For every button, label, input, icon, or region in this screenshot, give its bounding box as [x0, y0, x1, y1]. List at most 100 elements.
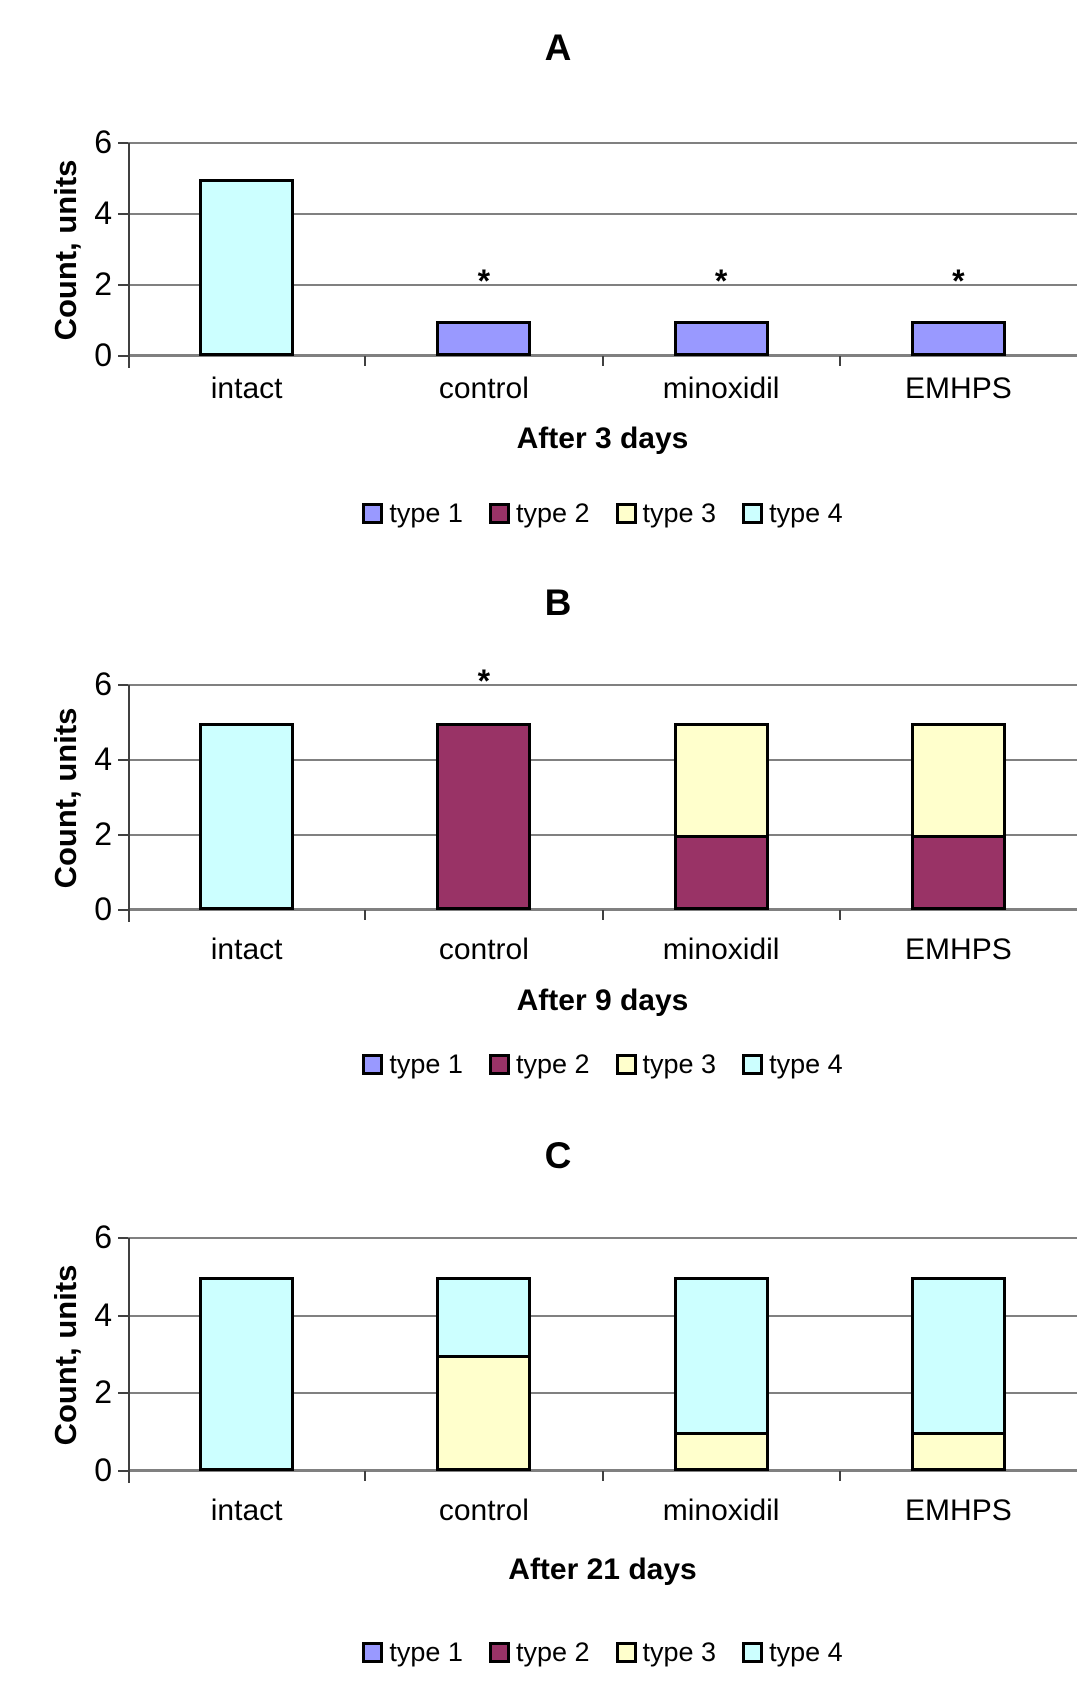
- legend-label-type-4: type 4: [769, 498, 843, 529]
- x-category-label-minoxidil: minoxidil: [662, 933, 780, 966]
- y-axis-tick-4: [118, 1314, 128, 1317]
- x-category-label-minoxidil: minoxidil: [662, 1494, 780, 1527]
- x-category-label-control: control: [438, 1494, 529, 1527]
- panel-b-title: B: [544, 582, 572, 623]
- x-category-label-control: control: [438, 933, 529, 966]
- y-tick-label-6: 6: [94, 666, 112, 702]
- legend-swatch-type-1: [362, 1642, 384, 1664]
- x-category-label-EMHPS: EMHPS: [905, 372, 1012, 405]
- gridline-y-2: [128, 1392, 1077, 1395]
- bar-EMHPS-type-1: [910, 320, 1006, 356]
- panel-b-y-axis-label: Count, units: [48, 707, 83, 888]
- legend-item-type-1: type 1: [362, 1049, 463, 1080]
- legend-swatch-type-1: [362, 503, 384, 525]
- y-axis-tick-4: [118, 759, 128, 761]
- x-category-label-minoxidil: minoxidil: [662, 372, 780, 405]
- legend-swatch-type-4: [742, 503, 764, 525]
- x-category-label-intact: intact: [210, 372, 283, 405]
- bar-intact-type-4: [199, 1276, 295, 1471]
- x-axis-tick: [364, 910, 367, 920]
- legend-label-type-2: type 2: [515, 1049, 590, 1080]
- panel-a-legend: type 1 type 2 type 3 type 4: [128, 497, 1077, 529]
- bar-EMHPS-type-4: [910, 1276, 1006, 1436]
- legend-label-type-3: type 3: [642, 1049, 717, 1080]
- y-tick-label-0: 0: [94, 1452, 112, 1488]
- y-tick-label-4: 4: [94, 1296, 112, 1333]
- panel-b-x-axis-label: After 9 days: [516, 984, 689, 1017]
- bar-minoxidil-type-3: [673, 1432, 769, 1471]
- x-axis-tick: [838, 356, 841, 366]
- bar-control-type-4: [436, 1276, 532, 1358]
- x-axis-tick: [364, 356, 367, 366]
- bar-minoxidil-type-1: [673, 320, 769, 356]
- y-tick-label-6: 6: [94, 124, 112, 160]
- panel-c-plot-area: [118, 1237, 1077, 1483]
- legend-swatch-type-2: [488, 503, 510, 525]
- bar-intact-type-4: [199, 722, 295, 910]
- gridline-y-4: [128, 759, 1077, 761]
- legend-swatch-type-1: [362, 1054, 384, 1076]
- panel-a-plot-area: * * *: [118, 142, 1077, 368]
- gridline-y-4: [128, 1314, 1077, 1317]
- y-tick-label-4: 4: [94, 195, 112, 231]
- significance-asterisk-control: *: [477, 263, 491, 299]
- panel-a-y-axis-label: Count, units: [48, 159, 83, 340]
- x-category-label-intact: intact: [210, 933, 283, 966]
- panel-c-legend: type 1 type 2 type 3 type 4: [128, 1636, 1077, 1668]
- y-axis-tick-6: [118, 1237, 128, 1239]
- y-tick-label-4: 4: [94, 741, 112, 777]
- legend-swatch-type-4: [742, 1054, 764, 1076]
- legend-item-type-4: type 4: [742, 1637, 843, 1668]
- x-axis-line: [128, 908, 1077, 911]
- panel-b-plot-area: *: [118, 665, 1077, 922]
- gridline-y-6: [128, 684, 1077, 686]
- legend-swatch-type-2: [488, 1642, 510, 1664]
- x-axis-tick: [838, 1471, 841, 1481]
- bar-control-type-2: [436, 722, 532, 910]
- x-category-label-control: control: [438, 372, 529, 405]
- y-axis-tick-4: [118, 213, 128, 215]
- legend-item-type-2: type 2: [488, 1049, 590, 1080]
- bar-minoxidil-type-4: [673, 1276, 769, 1436]
- bar-EMHPS-type-3: [910, 722, 1006, 838]
- legend-label-type-3: type 3: [642, 1637, 717, 1668]
- y-tick-label-2: 2: [94, 266, 112, 302]
- x-axis-tick: [601, 1471, 604, 1481]
- y-axis-tick-6: [118, 684, 128, 686]
- x-axis-tick: [364, 1471, 367, 1481]
- x-category-label-EMHPS: EMHPS: [905, 933, 1012, 966]
- y-axis-line: [128, 685, 130, 922]
- y-tick-label-2: 2: [94, 816, 112, 852]
- panel-a-title: A: [544, 27, 572, 68]
- gridline-y-6: [128, 1237, 1077, 1239]
- legend-label-type-4: type 4: [769, 1637, 843, 1668]
- panel-c-y-axis-label: Count, units: [48, 1264, 83, 1445]
- significance-asterisk-control: *: [477, 663, 491, 699]
- legend-label-type-2: type 2: [515, 1637, 590, 1668]
- legend-label-type-2: type 2: [515, 498, 590, 529]
- y-axis-line: [128, 143, 130, 368]
- legend-label-type-1: type 1: [389, 1637, 463, 1668]
- legend-label-type-1: type 1: [389, 498, 463, 529]
- legend-swatch-type-2: [488, 1054, 510, 1076]
- legend-item-type-4: type 4: [742, 1049, 843, 1080]
- x-axis-tick: [601, 910, 604, 920]
- panel-b-legend: type 1 type 2 type 3 type 4: [128, 1048, 1077, 1080]
- panel-c-x-axis-label: After 21 days: [508, 1553, 697, 1586]
- bar-control-type-3: [436, 1354, 532, 1471]
- y-tick-label-0: 0: [94, 337, 112, 373]
- panel-c-title: C: [544, 1135, 572, 1176]
- x-category-label-EMHPS: EMHPS: [905, 1494, 1012, 1527]
- y-axis-tick-2: [118, 1392, 128, 1395]
- legend-item-type-2: type 2: [488, 1637, 590, 1668]
- legend-item-type-2: type 2: [488, 498, 590, 529]
- x-category-label-intact: intact: [210, 1494, 283, 1527]
- gridline-y-4: [128, 213, 1077, 215]
- legend-item-type-1: type 1: [362, 498, 463, 529]
- y-tick-label-0: 0: [94, 891, 112, 927]
- y-axis-tick-6: [118, 142, 128, 144]
- gridline-y-6: [128, 142, 1077, 144]
- legend-swatch-type-3: [615, 1642, 637, 1664]
- legend-item-type-4: type 4: [742, 498, 843, 529]
